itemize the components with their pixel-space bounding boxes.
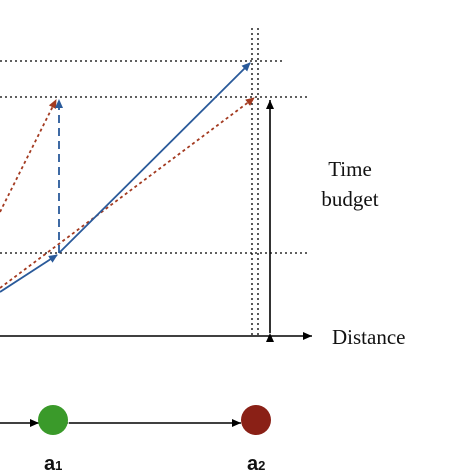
node-a2-letter: a [247, 453, 259, 474]
time-budget-label-line1: Time [328, 157, 372, 181]
node-a1-subscript: 1 [55, 458, 62, 473]
node-a1 [38, 405, 68, 435]
node-a2-subscript: 2 [258, 458, 265, 473]
solid-route-upper [58, 62, 251, 254]
x-axis-label: Distance [332, 325, 405, 349]
dashed-route-left [0, 99, 57, 213]
solid-route-lower [0, 254, 58, 293]
node-a2 [241, 405, 271, 435]
node-a1-label: a1 [44, 453, 62, 474]
dashed-route-main [0, 97, 255, 289]
node-a1-letter: a [44, 453, 56, 474]
time-budget-label-line2: budget [321, 187, 378, 211]
node-a2-label: a2 [247, 453, 265, 474]
